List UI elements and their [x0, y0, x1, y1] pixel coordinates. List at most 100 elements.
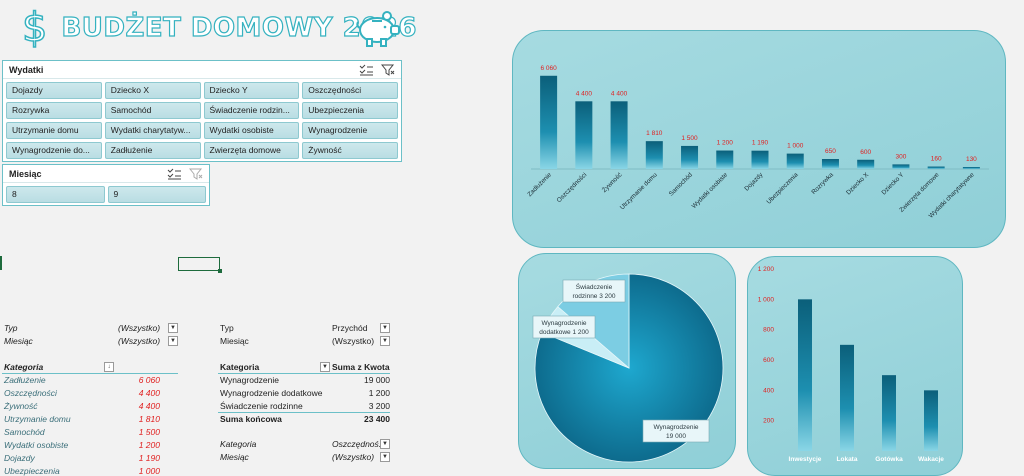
bar[interactable] [575, 101, 593, 169]
pie-label: dodatkowe 1 200 [539, 329, 589, 336]
category-label: Wydatki osobiste [691, 171, 730, 210]
row-label: Ubezpieczenia [4, 466, 60, 476]
bar[interactable] [716, 150, 734, 169]
clear-filter-icon[interactable] [189, 168, 203, 180]
sort-dropdown[interactable]: ↓ [104, 362, 114, 372]
bar[interactable] [681, 145, 699, 169]
total-divider [218, 412, 390, 413]
category-label: Wakacje [918, 456, 944, 463]
bar[interactable] [821, 159, 839, 169]
savings-chart-panel[interactable]: 200 400 600 800 1 000 1 200 Inwestycje Lokata Go… [747, 256, 963, 476]
y-tick-label: 200 [763, 418, 774, 425]
data-label: 130 [966, 156, 977, 163]
filter-active-icon[interactable]: ▼ [380, 439, 390, 449]
y-tick-label: 400 [763, 387, 774, 394]
data-label: 650 [825, 148, 836, 155]
slicer-item[interactable]: Oszczędności [302, 82, 398, 99]
category-label: Rozrywka [810, 171, 835, 196]
clear-filter-icon[interactable] [381, 64, 395, 76]
page-title: BUDŻET DOMOWY 2026 [61, 12, 417, 43]
row-label: Oszczędności [4, 388, 57, 398]
bar[interactable] [540, 75, 558, 169]
bar[interactable] [882, 375, 896, 451]
expenses-bar-chart: 6 060 Zadłużenie 4 400 Oszczędności 4 400 Żyw… [526, 65, 989, 220]
slicer-item[interactable]: Dziecko X [104, 82, 201, 99]
slicer-item[interactable]: Zwierzęta domowe [203, 142, 300, 159]
category-label: Żywność [600, 170, 624, 194]
income-pie-chart: Wynagrodzenie 19 000 Wynagrodzenie dodatkow… [532, 273, 724, 463]
filter-label: Miesiąc [220, 336, 249, 346]
filter-label: Typ [220, 323, 234, 333]
pie-label: Świadczenie [576, 282, 613, 291]
data-label: 300 [895, 153, 906, 160]
category-label: Gotówka [875, 456, 903, 463]
bar[interactable] [962, 167, 980, 169]
selected-cell[interactable] [178, 257, 222, 273]
total-value: 23 400 [364, 414, 390, 424]
data-label: 1 000 [787, 143, 804, 150]
multi-select-icon[interactable] [167, 168, 181, 180]
multi-select-icon[interactable] [359, 64, 373, 76]
slicer-item[interactable]: Samochód [104, 102, 201, 119]
bar[interactable] [645, 141, 663, 169]
row-marker [0, 256, 2, 270]
slicer-item[interactable]: Zadłużenie [104, 142, 201, 159]
bar[interactable] [857, 159, 875, 169]
bar[interactable] [927, 166, 945, 169]
slicer-item[interactable]: Wynagrodzenie [302, 122, 398, 139]
row-label: Samochód [4, 427, 45, 437]
sort-dropdown[interactable]: ▼ [320, 362, 330, 372]
slicer-item[interactable]: Rozrywka [6, 102, 102, 119]
header-divider [218, 373, 390, 374]
slicer-item[interactable]: Wynagrodzenie do... [6, 142, 102, 159]
filter-active-icon[interactable]: ▼ [380, 323, 390, 333]
row-label: Dojazdy [4, 453, 35, 463]
slicer-header: Miesiąc [3, 165, 209, 183]
pie-label: 19 000 [666, 433, 686, 440]
row-value: 1 500 [138, 427, 160, 437]
slicer-item[interactable]: Żywność [302, 142, 398, 159]
category-label: Utrzymanie domu [619, 171, 659, 211]
filter-dropdown[interactable]: ▼ [168, 336, 178, 346]
pie-label-box [642, 419, 710, 443]
slicer-item[interactable]: Dojazdy [6, 82, 102, 99]
row-label: Zadłużenie [4, 375, 46, 385]
bar[interactable] [924, 390, 938, 451]
bar[interactable] [892, 164, 910, 169]
slicer-item[interactable]: Ubezpieczenia [302, 102, 398, 119]
slicer-item[interactable]: Dziecko Y [203, 82, 300, 99]
column-header: Kategoria [220, 362, 260, 372]
pie-label-box [562, 279, 626, 303]
dollar-icon: $ [21, 5, 48, 51]
row-value: 19 000 [364, 375, 390, 385]
filter-label: Miesiąc [220, 452, 249, 462]
slicer-item[interactable]: 9 [107, 186, 206, 203]
income-chart-panel[interactable]: Wynagrodzenie 19 000 Wynagrodzenie dodatkow… [518, 253, 736, 469]
filter-value: (Wszystko) [332, 452, 375, 462]
savings-bar-chart: 200 400 600 800 1 000 1 200 Inwestycje Lokata Go… [758, 266, 945, 463]
row-label: Wynagrodzenie dodatkowe [220, 388, 323, 398]
bar[interactable] [751, 150, 769, 169]
expenses-chart-panel[interactable]: 6 060 Zadłużenie 4 400 Oszczędności 4 400 Żyw… [512, 30, 1006, 248]
column-header: Kategoria [4, 362, 44, 372]
slicer-title: Wydatki [9, 64, 44, 75]
category-label: Oszczędności [556, 171, 589, 204]
bar[interactable] [786, 153, 804, 169]
bar[interactable] [840, 344, 854, 451]
filter-value: Oszczędnoś... [332, 439, 380, 449]
filter-dropdown[interactable]: ▼ [380, 452, 390, 462]
row-value: 4 400 [138, 388, 160, 398]
filter-dropdown[interactable]: ▼ [168, 323, 178, 333]
filter-dropdown[interactable]: ▼ [380, 336, 390, 346]
row-value: 1 810 [138, 414, 160, 424]
bar[interactable] [798, 299, 812, 451]
slicer-item[interactable]: Wydatki charytatyw... [104, 122, 201, 139]
bar[interactable] [610, 101, 628, 169]
slicer-item[interactable]: Wydatki osobiste [203, 122, 300, 139]
slicer-item[interactable]: 8 [6, 186, 105, 203]
slicer-item[interactable]: Utrzymanie domu [6, 122, 102, 139]
category-label: Dziecko X [845, 171, 871, 197]
slicer-item[interactable]: Świadczenie rodzin... [203, 102, 300, 119]
category-label: Inwestycje [789, 456, 822, 463]
row-value: 1 200 [368, 388, 390, 398]
